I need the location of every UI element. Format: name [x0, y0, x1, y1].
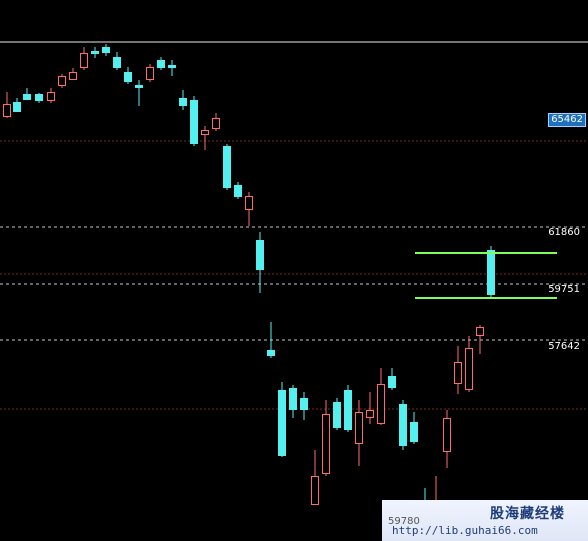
- candle-body-45: [487, 250, 495, 295]
- candle-body-23: [245, 196, 253, 210]
- candle-body-30: [322, 414, 330, 474]
- candle-body-3: [23, 94, 31, 100]
- candle-body-44: [476, 327, 484, 336]
- candle-body-35: [377, 384, 385, 424]
- watermark-title: 股海藏经楼: [490, 506, 565, 522]
- candle-body-17: [179, 98, 187, 106]
- candle-body-33: [355, 412, 363, 444]
- candle-body-4: [35, 94, 43, 101]
- candle-body-32: [344, 390, 352, 430]
- candle-body-10: [102, 47, 110, 53]
- candle-body-12: [124, 72, 132, 82]
- candle-body-8: [80, 53, 88, 68]
- candle-body-19: [201, 130, 209, 135]
- candle-body-41: [443, 418, 451, 452]
- price-label-57642: 57642: [548, 341, 580, 352]
- candle-body-11: [113, 57, 121, 68]
- candle-body-2: [13, 102, 21, 112]
- candle-body-28: [300, 398, 308, 410]
- watermark-url: http://lib.guhai66.com: [392, 524, 538, 537]
- current-price-tag: 65462: [548, 113, 586, 127]
- candle-body-31: [333, 402, 341, 428]
- candle-body-42: [454, 362, 462, 384]
- candle-body-6: [58, 76, 66, 86]
- candle-body-7: [69, 72, 77, 80]
- candle-body-43: [465, 348, 473, 390]
- candle-body-22: [234, 185, 242, 197]
- candle-body-20: [212, 118, 220, 129]
- candle-body-5: [47, 92, 55, 101]
- candle-body-29: [311, 476, 319, 505]
- price-label-61860: 61860: [548, 227, 580, 238]
- watermark-banner: 59780 股海藏经楼 http://lib.guhai66.com: [382, 500, 588, 541]
- candle-body-36: [388, 376, 396, 388]
- candle-body-34: [366, 410, 374, 418]
- candle-body-37: [399, 404, 407, 446]
- candle-body-14: [146, 67, 154, 80]
- price-label-59751: 59751: [548, 284, 580, 295]
- candle-body-27: [289, 388, 297, 410]
- candle-body-15: [157, 60, 165, 68]
- candle-body-9: [91, 51, 99, 54]
- candle-body-24: [256, 240, 264, 270]
- candle-body-38: [410, 422, 418, 442]
- candle-body-25: [267, 350, 275, 356]
- low-price-label: 59780: [388, 516, 420, 527]
- candle-body-1: [3, 104, 11, 117]
- candle-body-16: [168, 65, 176, 68]
- candle-body-13: [135, 85, 143, 88]
- candle-body-26: [278, 390, 286, 456]
- candle-body-18: [190, 100, 198, 144]
- candle-body-21: [223, 146, 231, 188]
